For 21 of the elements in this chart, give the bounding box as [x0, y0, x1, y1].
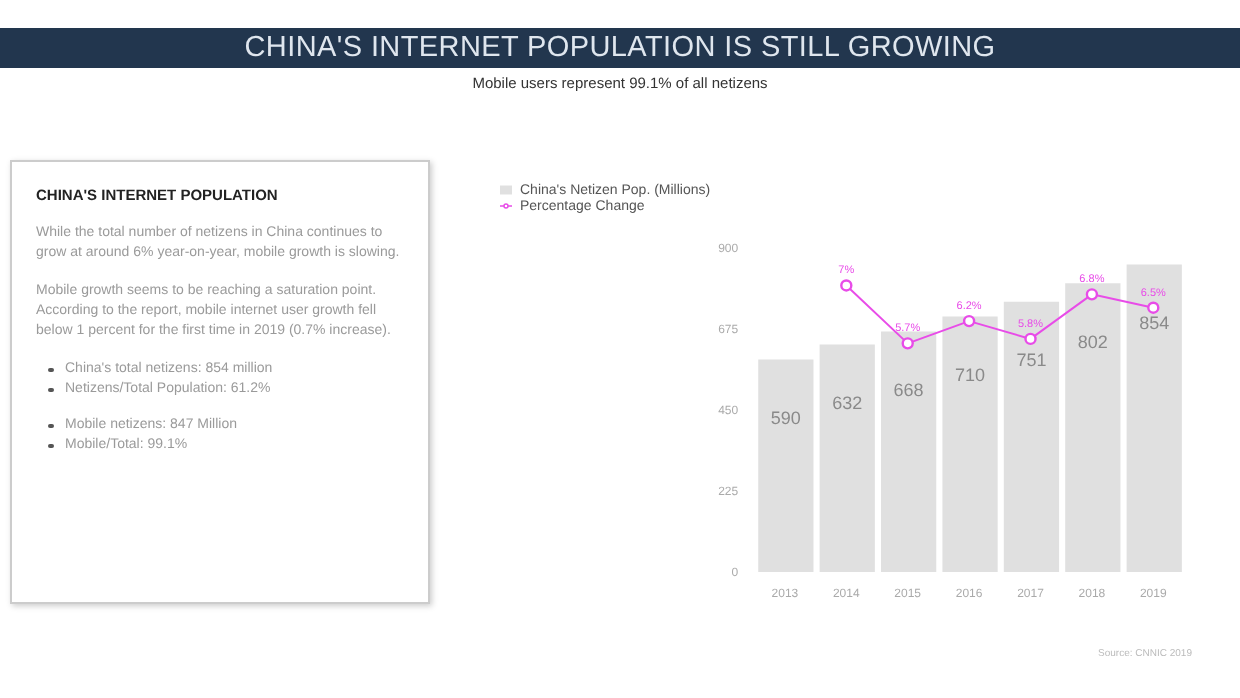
point [840, 279, 853, 292]
bar [758, 359, 814, 572]
data-label: 751 [1016, 350, 1047, 371]
point [1147, 301, 1160, 314]
data-label: 710 [955, 365, 986, 386]
bar [942, 316, 998, 572]
point [1085, 288, 1099, 301]
bar [1065, 283, 1121, 572]
data-label: 632 [832, 393, 863, 414]
bar [881, 331, 937, 572]
bar [1003, 301, 1060, 572]
data-label: 854 [1139, 313, 1170, 334]
point [962, 314, 976, 328]
data-label: 590 [770, 408, 801, 429]
point [901, 337, 914, 350]
bar [1126, 264, 1182, 572]
bar [819, 344, 875, 572]
chart-title: CHINA'S INTERNET POPULATION IS STILL GROWING [0, 28, 1240, 68]
data-label: 668 [893, 380, 924, 401]
data-label: 802 [1077, 332, 1108, 353]
point [1024, 332, 1037, 346]
